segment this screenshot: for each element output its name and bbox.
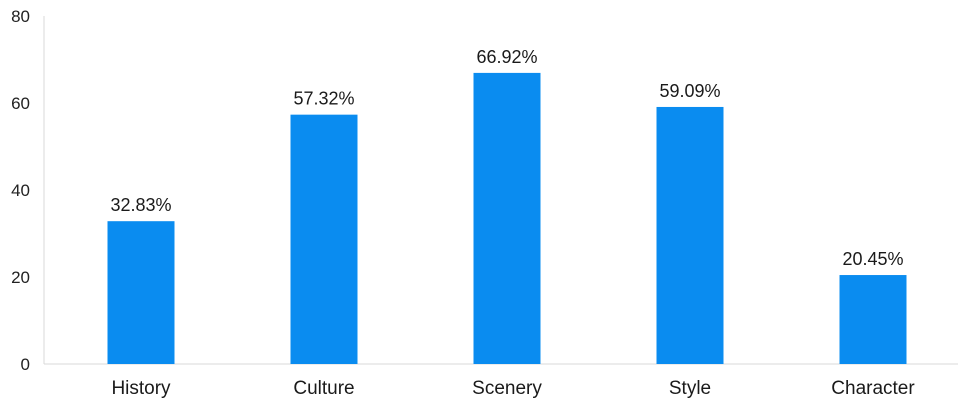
y-tick-label: 60	[11, 94, 30, 113]
y-tick-label: 0	[21, 355, 30, 374]
y-axis-ticks: 0 20 40 60 80	[11, 7, 30, 374]
y-tick-label: 20	[11, 268, 30, 287]
data-label: 66.92%	[476, 47, 537, 67]
bar	[473, 72, 541, 364]
x-axis-category-labels: History Culture Scenery Style Character	[111, 378, 915, 399]
category-label: Character	[831, 378, 915, 399]
data-label: 59.09%	[659, 81, 720, 101]
category-label: Style	[669, 378, 711, 399]
bar	[656, 106, 724, 364]
data-label: 57.32%	[293, 89, 354, 109]
category-label: History	[111, 378, 171, 399]
bar	[107, 221, 175, 364]
bar	[839, 275, 907, 364]
bar	[290, 114, 358, 365]
y-tick-label: 80	[11, 7, 30, 26]
bars-group	[107, 72, 907, 365]
data-label: 20.45%	[842, 249, 903, 269]
category-label: Scenery	[472, 378, 542, 399]
y-tick-label: 40	[11, 181, 30, 200]
data-labels-group: 32.83% 57.32% 66.92% 59.09% 20.45%	[110, 47, 903, 269]
category-label: Culture	[293, 378, 354, 399]
data-label: 32.83%	[110, 195, 171, 215]
